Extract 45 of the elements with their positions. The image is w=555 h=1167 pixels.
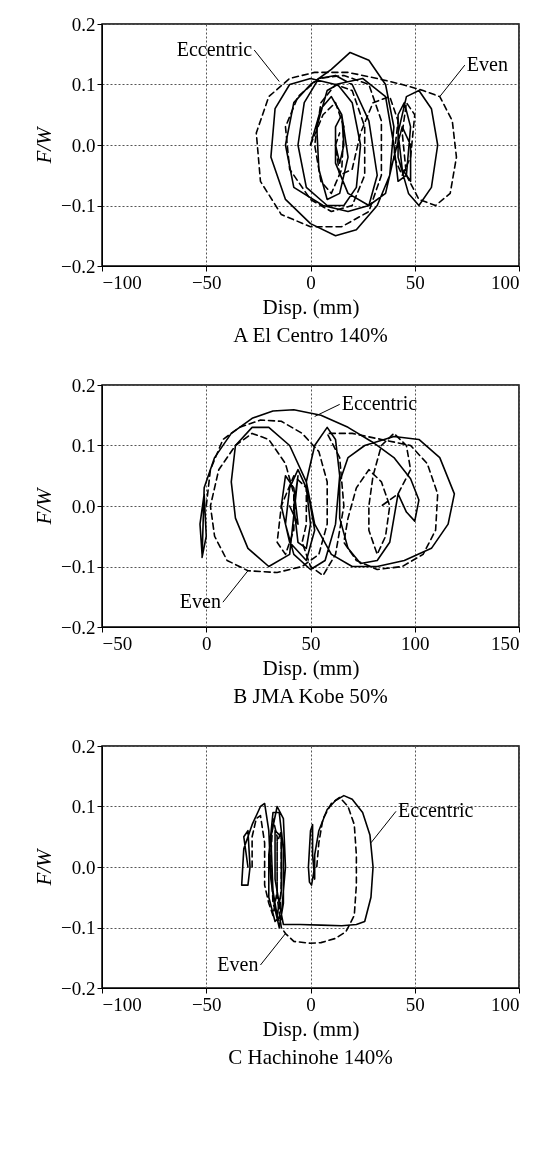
y-tick-label: −0.2	[61, 616, 96, 638]
x-axis-title: Disp. (mm)	[262, 294, 360, 319]
annotation: Even	[466, 53, 508, 76]
y-tick-label: −0.2	[61, 255, 96, 277]
x-tick-label: 0	[306, 993, 316, 1015]
x-tick-label: −100	[102, 271, 142, 293]
x-tick-label: 100	[491, 271, 520, 293]
x-tick-label: −50	[191, 993, 222, 1015]
x-tick-label: 100	[401, 632, 430, 654]
y-tick-label: −0.1	[61, 195, 96, 216]
x-tick-label: −50	[102, 632, 133, 654]
x-axis-title: Disp. (mm)	[262, 1016, 360, 1041]
y-tick-label: 0.1	[71, 74, 96, 95]
y-axis-title: F/W	[32, 846, 57, 887]
x-tick-label: 50	[405, 993, 425, 1015]
annotation: Even	[179, 590, 221, 613]
x-tick-label: −50	[191, 271, 222, 293]
y-tick-label: 0.0	[71, 495, 96, 517]
x-tick-label: 50	[405, 271, 425, 293]
y-tick-label: −0.2	[61, 977, 96, 999]
y-tick-label: 0.0	[71, 134, 96, 156]
x-tick-label: 0	[202, 632, 212, 654]
text: B JMA Kobe 50%	[233, 684, 388, 708]
y-tick-label: 0.1	[71, 796, 96, 817]
annotation: Even	[217, 953, 259, 976]
y-tick-label: −0.1	[61, 917, 96, 938]
x-tick-label: 100	[491, 993, 520, 1015]
x-tick-label: −100	[102, 993, 142, 1015]
y-tick-label: 0.1	[71, 435, 96, 456]
annotation: Eccentric	[397, 799, 474, 822]
y-tick-label: 0.2	[71, 735, 96, 757]
x-tick-label: 50	[301, 632, 321, 654]
annotation: Eccentric	[176, 38, 253, 61]
text: C Hachinohe 140%	[228, 1045, 393, 1069]
text: A El Centro 140%	[233, 323, 388, 347]
y-tick-label: 0.2	[71, 13, 96, 35]
x-tick-label: 0	[306, 271, 316, 293]
y-tick-label: 0.0	[71, 856, 96, 878]
x-tick-label: 150	[491, 632, 520, 654]
y-axis-title: F/W	[32, 485, 57, 526]
y-tick-label: 0.2	[71, 374, 96, 396]
annotation: Eccentric	[341, 392, 418, 415]
y-tick-label: −0.1	[61, 556, 96, 577]
x-axis-title: Disp. (mm)	[262, 655, 360, 680]
y-axis-title: F/W	[32, 124, 57, 165]
